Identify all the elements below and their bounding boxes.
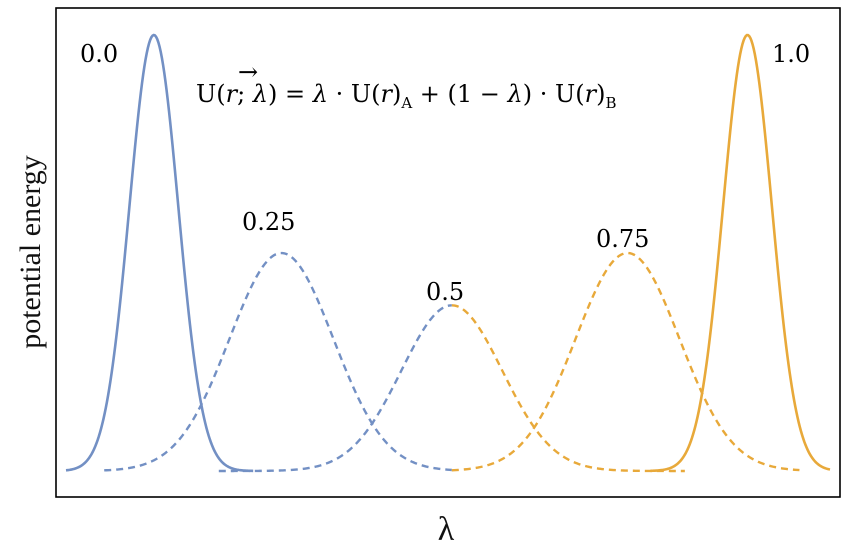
- peak-label-0.25: 0.25: [242, 208, 295, 236]
- eq-r-1: r: [380, 80, 393, 108]
- eq-sep: ;: [237, 80, 253, 108]
- eq-plus: + (1 −: [412, 80, 507, 108]
- peak-label-0.0: 0.0: [80, 40, 118, 68]
- eq-lhs: U(: [196, 80, 226, 108]
- eq-sub-a: A: [400, 94, 412, 112]
- eq-lambda-3: λ: [507, 80, 523, 108]
- curve-0.25-blue: [104, 251, 452, 472]
- peak-label-1.0: 1.0: [772, 40, 810, 68]
- eq-lambda-2: λ: [312, 80, 328, 108]
- peak-label-0.75: 0.75: [596, 225, 649, 253]
- eq-close-2: ): [596, 80, 605, 108]
- x-axis-label: λ: [438, 511, 455, 548]
- curve-0.5-blue: [218, 304, 452, 473]
- eq-close-1: ): [392, 80, 401, 108]
- eq-dot-1: · U(: [328, 80, 380, 108]
- curve-0.0-blue: [65, 33, 254, 473]
- y-axis-label: potential energy: [14, 155, 47, 349]
- eq-r-vec: r: [226, 80, 239, 108]
- plot-frame: [55, 7, 841, 498]
- eq-rhs-1: ) =: [268, 80, 313, 108]
- eq-lambda: λ: [252, 80, 268, 108]
- eq-vec-arrow: →: [238, 58, 258, 86]
- peak-label-0.5: 0.5: [426, 278, 464, 306]
- curve-0.5-orange: [451, 304, 685, 473]
- curve-1.0-orange: [650, 33, 831, 473]
- curve-0.75-orange: [451, 251, 800, 472]
- svg-text:U(r; λ) = λ · U(r)A + (1 − λ): U(r; λ) = λ · U(r)A + (1 − λ) · U(r)B: [196, 80, 616, 112]
- eq-dot-2: ) · U(: [523, 80, 585, 108]
- equation: U(r; λ) = λ · U(r)A + (1 − λ) · U(r)B →: [196, 58, 616, 112]
- eq-sub-b: B: [605, 94, 616, 112]
- eq-r-2: r: [585, 80, 598, 108]
- curves: [65, 33, 831, 473]
